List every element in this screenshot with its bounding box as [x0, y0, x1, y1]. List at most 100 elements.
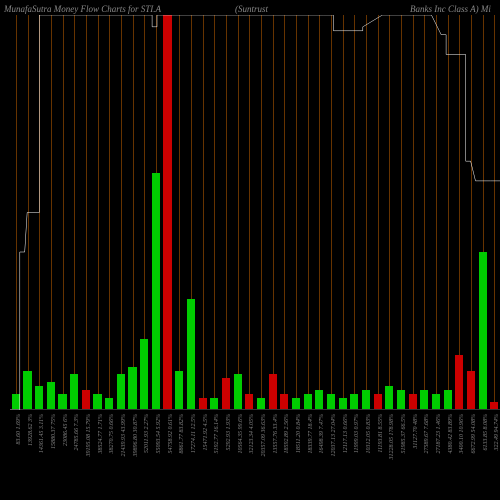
x-label-slot: 5192.77 16.14%	[208, 412, 220, 500]
gridline	[319, 15, 320, 410]
bar-slot	[127, 15, 139, 410]
bar	[163, 15, 171, 410]
chart-area	[10, 15, 500, 410]
x-label-slot: 16498.39 7.47%	[313, 412, 325, 500]
bar-slot	[325, 15, 337, 410]
gridline	[74, 15, 75, 410]
x-label-slot: 27589.67 7.68%	[419, 412, 431, 500]
bar	[327, 394, 335, 410]
bar-slot	[162, 15, 174, 410]
x-label-slot: 83.60 1.69%	[10, 412, 22, 500]
x-label-slot: 10312.05 0.83%	[360, 412, 372, 500]
bar-slot	[57, 15, 69, 410]
gridline	[203, 15, 204, 410]
gridline	[238, 15, 239, 410]
bar	[455, 355, 463, 410]
x-label-slot: 20357.09 36.63%	[255, 412, 267, 500]
x-label-slot: 38524.77 1.71%	[92, 412, 104, 500]
bar	[420, 390, 428, 410]
x-label-slot: 12037.13 27.04%	[325, 412, 337, 500]
gridline	[133, 15, 134, 410]
bar-slot	[22, 15, 34, 410]
x-label-slot: 18511.20 0.84%	[290, 412, 302, 500]
bar-slot	[442, 15, 454, 410]
gridline	[121, 15, 122, 410]
bar-slot	[407, 15, 419, 410]
x-label-slot: 14361.45 3.11%	[33, 412, 45, 500]
x-label-slot: 31228.05 178.98%	[384, 412, 396, 500]
bar-slot	[92, 15, 104, 410]
bar	[82, 390, 90, 410]
gridline	[98, 15, 99, 410]
bar-slot	[454, 15, 466, 410]
bar	[222, 378, 230, 410]
bar	[234, 374, 242, 410]
bar	[93, 394, 101, 410]
gridline	[448, 15, 449, 410]
bar-slot	[278, 15, 290, 410]
gridline	[471, 15, 472, 410]
gridline	[249, 15, 250, 410]
x-label-slot: 21439.93 43.99%	[115, 412, 127, 500]
bar-slot	[68, 15, 80, 410]
bar-slot	[10, 15, 22, 410]
bar-slot	[348, 15, 360, 410]
x-label-slot: 15471.92 4.5%	[197, 412, 209, 500]
gridline	[378, 15, 379, 410]
gridline	[284, 15, 285, 410]
gridline	[424, 15, 425, 410]
chart-title-left: MunafaSutra Money Flow Charts for STI.A	[4, 4, 161, 14]
gridline	[86, 15, 87, 410]
bar-slot	[115, 15, 127, 410]
bar	[409, 394, 417, 410]
gridline	[296, 15, 297, 410]
bar	[374, 394, 382, 410]
bar	[47, 382, 55, 410]
bar	[175, 371, 183, 411]
x-label-slot: 11999.03 0.97%	[348, 412, 360, 500]
bar-slot	[477, 15, 489, 410]
x-label-slot: 51985.37 66.5%	[395, 412, 407, 500]
bar	[397, 390, 405, 410]
bar	[152, 173, 160, 410]
bar-slot	[220, 15, 232, 410]
bar-slot	[360, 15, 372, 410]
bar-slot	[45, 15, 57, 410]
bars-container	[10, 15, 500, 410]
bar	[140, 339, 148, 410]
x-label-slot: 18339.77 18.4%	[302, 412, 314, 500]
x-label-slot: 27187.23 1.46%	[430, 412, 442, 500]
x-label-slot: 32123.34 4.05%	[243, 412, 255, 500]
chart-title-right: Banks Inc Class A) Mi	[410, 4, 491, 14]
x-label-slot: 5292.93 1.93%	[220, 412, 232, 500]
x-label-slot: 39896.80 30.87%	[127, 412, 139, 500]
bar	[350, 394, 358, 410]
bar	[70, 374, 78, 410]
bar-slot	[489, 15, 500, 410]
gridline	[214, 15, 215, 410]
x-label-slot: 24785.66 7.3%	[68, 412, 80, 500]
bar-slot	[33, 15, 45, 410]
x-label-slot: 23086.45 6%	[57, 412, 69, 500]
gridline	[109, 15, 110, 410]
x-label-slot: 55093.54 5.92%	[150, 412, 162, 500]
gridline	[494, 15, 495, 410]
gridline	[401, 15, 402, 410]
bar-slot	[197, 15, 209, 410]
bar-slot	[255, 15, 267, 410]
bar-slot	[185, 15, 197, 410]
gridline	[366, 15, 367, 410]
bar-slot	[290, 15, 302, 410]
gridline	[331, 15, 332, 410]
bar	[479, 252, 487, 410]
bar-slot	[232, 15, 244, 410]
gridline	[51, 15, 52, 410]
x-label-slot: 31127.70 48%	[407, 412, 419, 500]
x-label-slot: 322.49 94.74%	[489, 412, 500, 500]
x-label-slot: 15880.37 75%	[45, 412, 57, 500]
bar	[432, 394, 440, 410]
x-label-slot: 6672.99 54.08%	[465, 412, 477, 500]
gridline	[63, 15, 64, 410]
x-label-slot: 8861.77 83.82%	[173, 412, 185, 500]
gridline	[459, 15, 460, 410]
